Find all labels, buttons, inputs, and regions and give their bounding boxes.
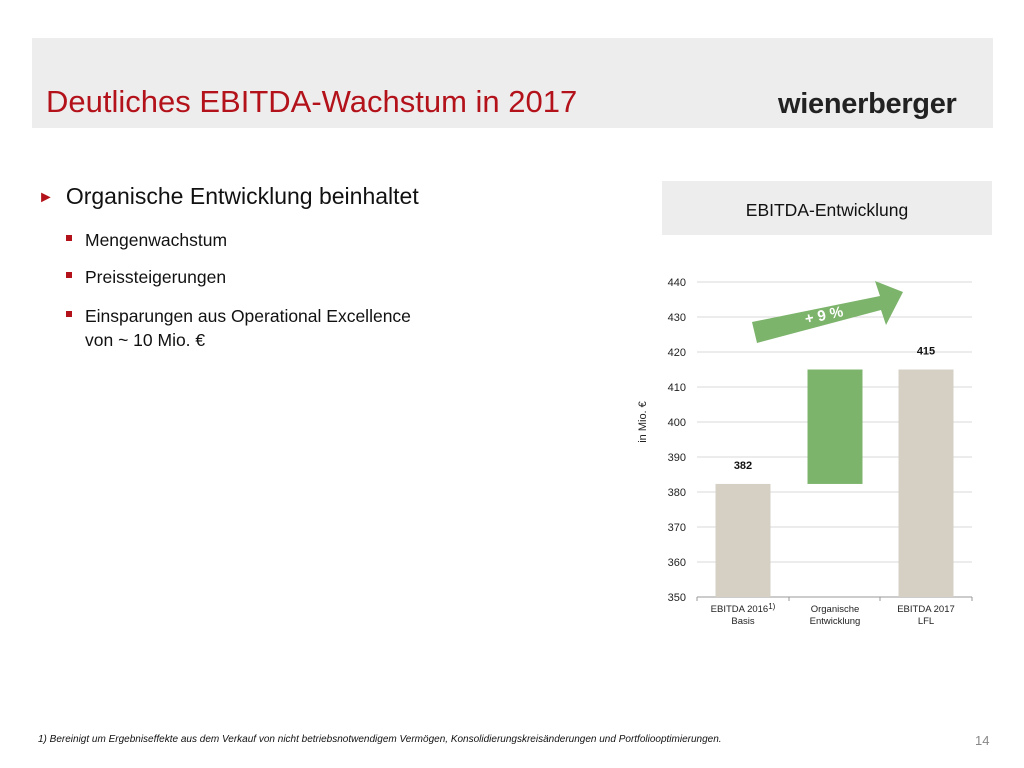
y-axis-label: in Mio. € <box>637 401 649 443</box>
header-bar <box>32 38 993 128</box>
slide-title: Deutliches EBITDA-Wachstum in 2017 <box>46 84 578 119</box>
main-bullet: ► Organische Entwicklung beinhaltet <box>38 183 419 210</box>
y-tick-label: 370 <box>668 522 686 534</box>
bar <box>715 483 771 597</box>
sub-bullet: Mengenwachstum <box>66 228 227 252</box>
y-tick-label: 380 <box>668 487 686 499</box>
x-tick-label: Entwicklung <box>810 616 861 627</box>
triangle-bullet-icon: ► <box>38 189 54 206</box>
y-tick-label: 420 <box>668 347 686 359</box>
sub-bullet-text: Mengenwachstum <box>85 230 228 250</box>
chart-title-box <box>662 181 992 235</box>
x-tick-label: Organische <box>811 604 860 615</box>
sub-bullet-text: Einsparungen aus Operational Excellence <box>85 306 411 326</box>
data-label: 382 <box>734 460 752 472</box>
square-bullet-icon <box>66 311 72 317</box>
y-tick-label: 350 <box>668 592 686 604</box>
chart-title: EBITDA-Entwicklung <box>745 200 909 220</box>
main-bullet-text: Organische Entwicklung beinhaltet <box>65 183 419 209</box>
square-bullet-icon <box>66 235 72 241</box>
sub-bullet: Einsparungen aus Operational Excellence v… <box>66 304 411 352</box>
y-tick-label: 440 <box>668 277 686 289</box>
sub-bullet: Preissteigerungen <box>66 265 226 289</box>
growth-annotation: + 9 % <box>803 303 844 328</box>
square-bullet-icon <box>66 272 72 278</box>
page-number: 14 <box>975 733 990 748</box>
x-tick-label: Basis <box>731 616 754 627</box>
bar <box>807 369 863 484</box>
y-tick-label: 430 <box>668 312 686 324</box>
y-tick-label: 360 <box>668 557 686 569</box>
y-tick-label: 410 <box>668 382 686 394</box>
sub-bullet-continuation: von ~ 10 Mio. € <box>85 330 206 350</box>
sub-bullet-text: Preissteigerungen <box>85 267 227 287</box>
wienerberger-logo: wienerberger <box>778 88 957 120</box>
footnote: 1) Bereinigt um Ergebniseffekte aus dem … <box>38 734 722 745</box>
y-tick-label: 390 <box>668 452 686 464</box>
bar <box>898 369 954 597</box>
x-tick-label: EBITDA 20161) <box>711 602 776 615</box>
y-tick-label: 400 <box>668 417 686 429</box>
x-tick-label: EBITDA 2017 <box>897 604 955 615</box>
growth-arrow-icon <box>752 281 903 343</box>
x-tick-label: LFL <box>918 616 934 627</box>
data-label: 415 <box>917 346 935 358</box>
